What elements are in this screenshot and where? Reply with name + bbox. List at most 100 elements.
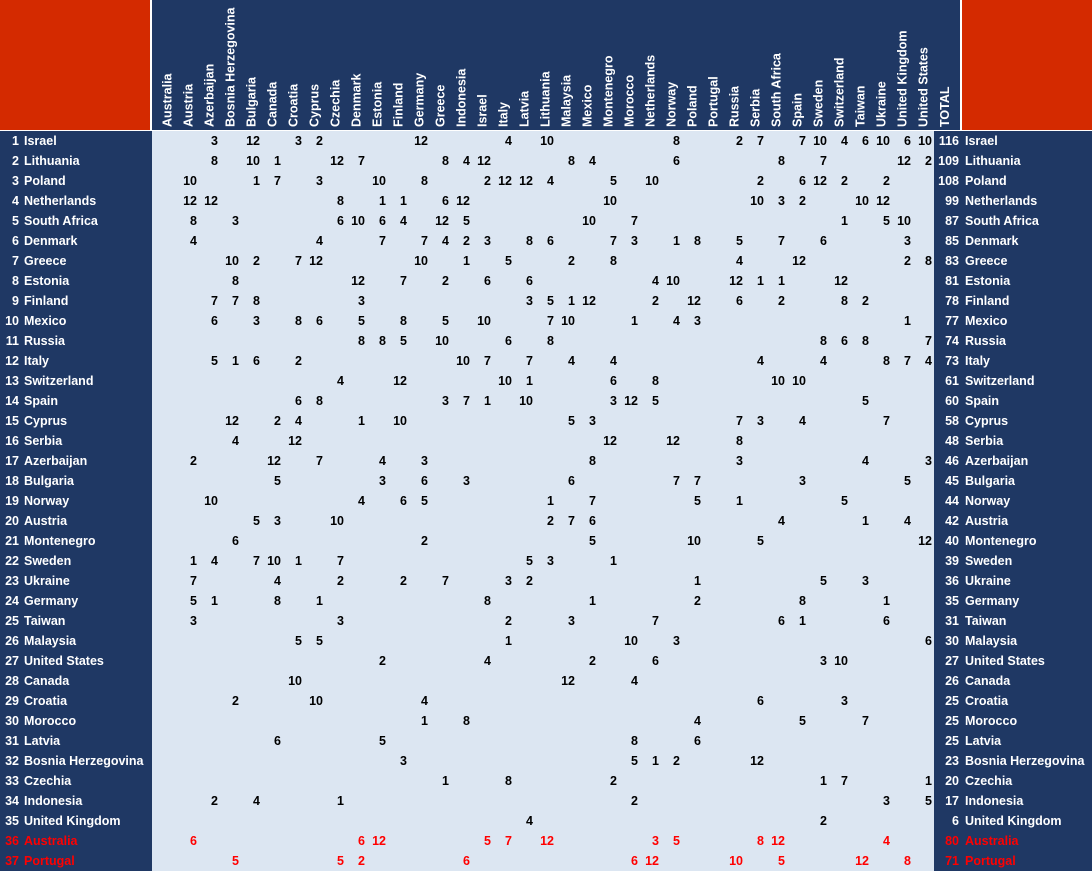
points: 3 <box>421 454 428 468</box>
points: 10 <box>309 694 323 708</box>
points: 1 <box>358 414 365 428</box>
total: 6 <box>952 814 959 828</box>
points: 6 <box>883 614 890 628</box>
voter-header: Montenegro <box>602 55 616 127</box>
points: 3 <box>253 314 260 328</box>
country-name: Australia <box>24 834 79 848</box>
rank: 24 <box>5 594 19 608</box>
points-grid <box>152 131 934 871</box>
points: 1 <box>757 274 764 288</box>
points: 5 <box>799 714 806 728</box>
points: 4 <box>505 134 512 148</box>
country-name-right: Ukraine <box>965 574 1011 588</box>
points: 3 <box>568 614 575 628</box>
points: 1 <box>589 594 596 608</box>
country-name-right: Denmark <box>965 234 1019 248</box>
points: 4 <box>610 354 617 368</box>
points: 3 <box>211 134 218 148</box>
rank: 15 <box>5 414 19 428</box>
points: 7 <box>295 254 302 268</box>
points: 12 <box>351 274 365 288</box>
total: 27 <box>945 654 959 668</box>
voter-header: Latvia <box>518 90 532 127</box>
points: 6 <box>778 614 785 628</box>
points: 12 <box>813 174 827 188</box>
points: 6 <box>904 134 911 148</box>
points: 10 <box>729 854 743 868</box>
points: 10 <box>918 134 932 148</box>
country-name: South Africa <box>24 214 99 228</box>
points: 1 <box>274 154 281 168</box>
points: 5 <box>232 854 239 868</box>
rank: 5 <box>12 214 19 228</box>
total: 71 <box>945 854 959 868</box>
rank: 36 <box>5 834 19 848</box>
points: 4 <box>652 274 659 288</box>
points: 7 <box>589 494 596 508</box>
country-name-right: Czechia <box>965 774 1013 788</box>
total: 44 <box>945 494 959 508</box>
points: 12 <box>729 274 743 288</box>
points: 10 <box>204 494 218 508</box>
points: 8 <box>652 374 659 388</box>
voter-header: Taiwan <box>854 86 868 127</box>
country-name: Bulgaria <box>24 474 75 488</box>
total: 17 <box>945 794 959 808</box>
country-name-right: Russia <box>965 334 1007 348</box>
points: 5 <box>358 314 365 328</box>
voter-header: Azerbaijan <box>203 64 217 127</box>
points: 8 <box>337 194 344 208</box>
country-name: Italy <box>24 354 49 368</box>
voter-header: Lithuania <box>539 70 553 127</box>
points: 10 <box>225 254 239 268</box>
points: 12 <box>519 174 533 188</box>
points: 8 <box>379 334 386 348</box>
total: 25 <box>945 734 959 748</box>
points: 7 <box>232 294 239 308</box>
total: 74 <box>945 334 959 348</box>
total: 108 <box>938 174 959 188</box>
total: 42 <box>945 514 959 528</box>
rank: 32 <box>5 754 19 768</box>
points: 4 <box>736 254 743 268</box>
points: 6 <box>736 294 743 308</box>
points: 10 <box>519 394 533 408</box>
points: 2 <box>526 574 533 588</box>
points: 12 <box>435 214 449 228</box>
points: 7 <box>358 154 365 168</box>
points: 12 <box>897 154 911 168</box>
points: 4 <box>757 354 764 368</box>
points: 8 <box>316 394 323 408</box>
points: 3 <box>190 614 197 628</box>
points: 7 <box>778 234 785 248</box>
country-name: Malaysia <box>24 634 77 648</box>
points: 7 <box>610 234 617 248</box>
points: 2 <box>589 654 596 668</box>
rank: 37 <box>5 854 19 868</box>
points: 8 <box>862 334 869 348</box>
points: 3 <box>232 214 239 228</box>
points: 3 <box>610 394 617 408</box>
total: 40 <box>945 534 959 548</box>
voter-header: Greece <box>434 85 448 127</box>
points: 7 <box>484 354 491 368</box>
points: 8 <box>190 214 197 228</box>
points: 5 <box>778 854 785 868</box>
rank: 34 <box>5 794 19 808</box>
country-name-right: Israel <box>965 134 998 148</box>
points: 3 <box>925 454 932 468</box>
rank: 3 <box>12 174 19 188</box>
country-name: Canada <box>24 674 70 688</box>
points: 6 <box>274 734 281 748</box>
rank: 7 <box>12 254 19 268</box>
country-name-right: Lithuania <box>965 154 1022 168</box>
rank: 28 <box>5 674 19 688</box>
points: 5 <box>673 834 680 848</box>
points: 6 <box>232 534 239 548</box>
points: 8 <box>757 834 764 848</box>
points: 2 <box>253 254 260 268</box>
country-name: Serbia <box>24 434 63 448</box>
points: 10 <box>687 534 701 548</box>
points: 4 <box>799 414 806 428</box>
points: 10 <box>561 314 575 328</box>
